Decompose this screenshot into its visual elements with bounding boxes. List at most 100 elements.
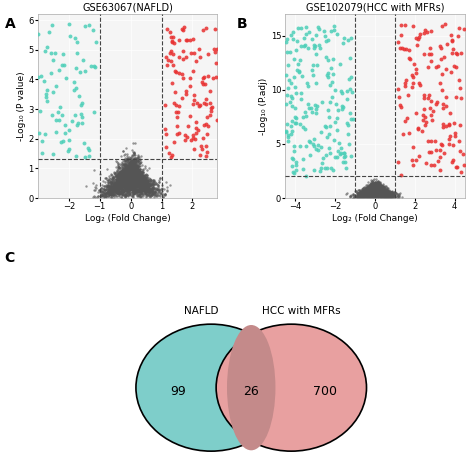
Point [360, 188, 368, 196]
Point [374, 186, 382, 193]
Point [116, 179, 124, 187]
Point [379, 191, 386, 198]
Point [117, 178, 124, 185]
Point [374, 183, 381, 191]
Point [374, 190, 382, 197]
Point [373, 190, 380, 197]
Point [123, 162, 130, 170]
Point [109, 184, 117, 191]
Point [368, 182, 375, 190]
Point [387, 189, 395, 196]
Point [119, 180, 127, 188]
Point [366, 185, 374, 192]
Point [382, 191, 390, 199]
Point [375, 186, 383, 193]
Point [118, 177, 125, 184]
Point [125, 188, 132, 195]
Point [328, 78, 336, 86]
Point [125, 155, 132, 163]
Point [371, 193, 378, 201]
Point [381, 188, 389, 196]
Point [374, 182, 381, 190]
Point [131, 168, 138, 176]
Point [190, 100, 197, 108]
Point [377, 183, 384, 191]
Point [375, 182, 383, 190]
Point [397, 31, 405, 38]
Point [130, 165, 137, 173]
Point [136, 187, 143, 195]
Point [377, 190, 384, 198]
Point [123, 181, 131, 189]
Point [137, 167, 144, 174]
Point [386, 192, 394, 200]
Point [376, 186, 384, 194]
Point [379, 188, 387, 195]
Point [124, 166, 132, 173]
Point [107, 178, 115, 185]
Point [124, 189, 132, 196]
Point [124, 183, 132, 191]
Point [365, 190, 372, 197]
Point [378, 189, 386, 196]
Point [367, 190, 375, 198]
Point [73, 38, 81, 46]
Point [375, 183, 383, 191]
Point [369, 191, 377, 198]
Point [369, 184, 377, 192]
Point [134, 181, 142, 189]
Point [142, 182, 149, 190]
Point [119, 174, 127, 182]
Point [363, 189, 370, 196]
Point [368, 192, 376, 200]
Point [112, 176, 120, 183]
Point [319, 159, 326, 166]
Point [66, 32, 74, 40]
Point [364, 189, 371, 197]
Point [365, 193, 372, 201]
Point [366, 191, 374, 198]
Point [384, 189, 392, 197]
Point [108, 188, 115, 196]
Point [382, 191, 390, 199]
Point [112, 183, 119, 191]
Point [142, 189, 149, 197]
Point [131, 165, 139, 173]
Point [126, 182, 134, 190]
Point [375, 186, 383, 193]
Point [156, 186, 164, 194]
Point [364, 187, 372, 194]
Point [366, 186, 374, 194]
Point [365, 186, 373, 193]
Point [374, 185, 382, 192]
Point [380, 191, 388, 198]
Point [371, 191, 378, 198]
Point [455, 137, 463, 145]
Point [438, 141, 446, 148]
Point [145, 188, 152, 195]
Point [114, 179, 121, 187]
Point [360, 189, 367, 197]
Point [115, 177, 122, 184]
Point [366, 191, 374, 199]
Point [125, 167, 133, 175]
Point [366, 182, 374, 190]
Point [118, 186, 126, 193]
Point [365, 189, 372, 196]
Point [131, 187, 139, 195]
Point [377, 189, 384, 196]
Point [382, 193, 389, 201]
Point [121, 173, 129, 180]
Point [140, 176, 147, 183]
Point [125, 174, 132, 182]
Point [376, 187, 384, 195]
Point [358, 192, 366, 200]
Point [369, 184, 377, 192]
Point [145, 180, 153, 187]
Point [362, 190, 370, 197]
Point [116, 169, 124, 177]
Point [293, 89, 301, 97]
Point [370, 192, 377, 200]
Point [139, 183, 147, 191]
Point [128, 167, 136, 175]
